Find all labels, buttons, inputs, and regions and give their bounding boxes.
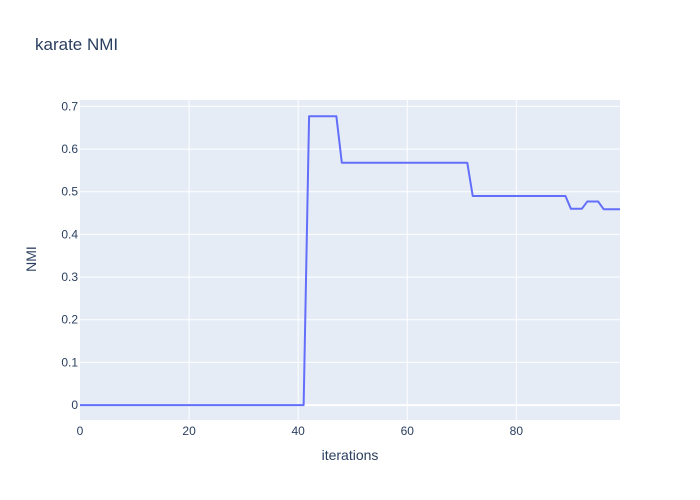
y-tick-label: 0.5 [61, 185, 78, 199]
y-tick-label: 0.1 [61, 355, 78, 369]
series-line [80, 115, 620, 407]
plot-area [80, 100, 620, 420]
x-tick-label: 40 [292, 424, 306, 438]
y-tick-label: 0.7 [61, 99, 78, 113]
y-tick-label: 0.4 [61, 227, 78, 241]
y-tick-label: 0.2 [61, 313, 78, 327]
y-tick-label: 0 [71, 398, 78, 412]
x-tick-label: 60 [401, 424, 415, 438]
axis-ticks: 0 0.1 0.2 0.3 0.4 0.5 0.6 0.7 0 20 40 60 80 [61, 99, 523, 438]
series-layer [80, 115, 620, 407]
y-axis-title: NMI [23, 246, 39, 272]
y-tick-label: 0.3 [61, 270, 78, 284]
x-tick-label: 80 [510, 424, 524, 438]
y-tick-label: 0.6 [61, 142, 78, 156]
x-tick-label: 0 [77, 424, 84, 438]
x-tick-label: 20 [182, 424, 196, 438]
chart-title: karate NMI [35, 35, 118, 54]
x-axis-title: iterations [322, 447, 379, 463]
